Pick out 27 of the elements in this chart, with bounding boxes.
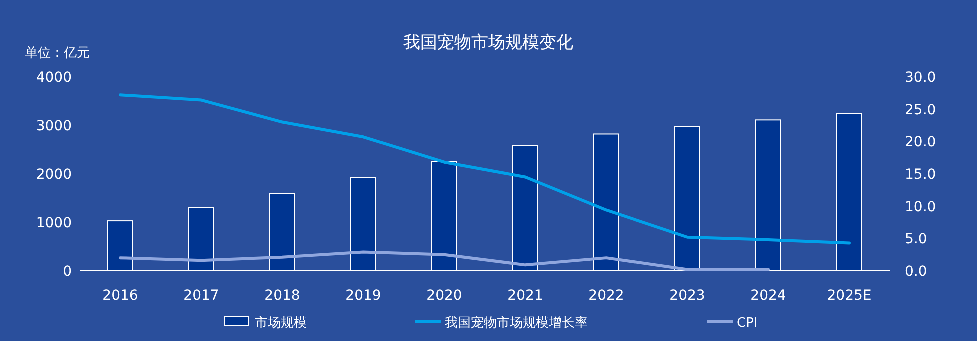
x-tick-label: 2020	[426, 288, 462, 304]
y2-tick-label: 15.0	[905, 167, 936, 183]
legend-label: 我国宠物市场规模增长率	[445, 315, 588, 331]
x-tick-label: 2016	[102, 288, 138, 304]
x-tick-label: 2019	[346, 288, 382, 304]
y-tick-label: 2000	[36, 167, 72, 183]
x-tick-label: 2018	[264, 288, 300, 304]
chart-title: 我国宠物市场规模变化	[404, 33, 574, 53]
x-tick-label: 2017	[184, 288, 220, 304]
y2-tick-label: 0.0	[905, 264, 928, 280]
y-axis-title: 单位：亿元	[25, 46, 90, 61]
legend-label: 市场规模	[255, 316, 307, 331]
y2-tick-label: 5.0	[905, 232, 928, 248]
x-tick-label: 2025E	[827, 288, 872, 304]
x-tick-label: 2023	[670, 288, 706, 304]
y2-tick-label: 30.0	[905, 70, 936, 86]
y2-tick-label: 20.0	[905, 134, 936, 151]
x-tick-label: 2021	[508, 288, 544, 304]
y2-tick-label: 10.0	[905, 199, 936, 216]
legend-label: CPI	[737, 316, 758, 331]
y-tick-label: 0	[63, 264, 72, 280]
x-tick-label: 2024	[750, 288, 786, 304]
y-tick-label: 4000	[36, 70, 72, 86]
y-tick-label: 1000	[36, 216, 72, 232]
x-tick-label: 2022	[588, 288, 624, 304]
y2-tick-label: 25.0	[905, 102, 936, 118]
y-tick-label: 3000	[36, 118, 72, 134]
